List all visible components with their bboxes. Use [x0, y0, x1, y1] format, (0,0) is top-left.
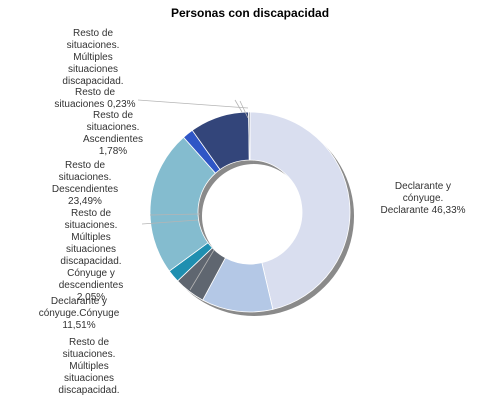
leader-line	[149, 213, 201, 216]
slice-label-conyuge: Declarante y cónyuge.Cónyuge 11,51%	[38, 296, 120, 331]
slice-label-multiples-top: Resto de situaciones. Múltiples situacio…	[62, 28, 124, 87]
chart-title: Personas con discapacidad	[170, 6, 330, 20]
leader-line	[189, 249, 215, 291]
leader-line	[137, 99, 249, 109]
slice-label-resto: Resto de situaciones 0,23%	[54, 87, 136, 110]
slice-label-ascendientes: Resto de situaciones. Ascendientes 1,78%	[82, 110, 144, 157]
slice-label-descendientes: Resto de situaciones. Descendientes 23,4…	[51, 160, 119, 207]
slice-label-conyuge-descendientes: Resto de situaciones. Múltiples situacio…	[58, 208, 124, 303]
leader-lines	[137, 99, 249, 291]
leader-line	[234, 99, 243, 113]
pie-slice	[249, 111, 351, 310]
pie-slice	[248, 111, 251, 161]
pie-slice	[149, 136, 217, 272]
slice-label-multiples-bottom: Resto de situaciones. Múltiples situacio…	[58, 337, 120, 396]
leader-line	[141, 219, 199, 225]
donut-slices	[149, 111, 351, 313]
leader-line	[239, 100, 249, 119]
slice-label-declarante: Declarante y cónyuge. Declarante 46,33%	[380, 181, 466, 216]
